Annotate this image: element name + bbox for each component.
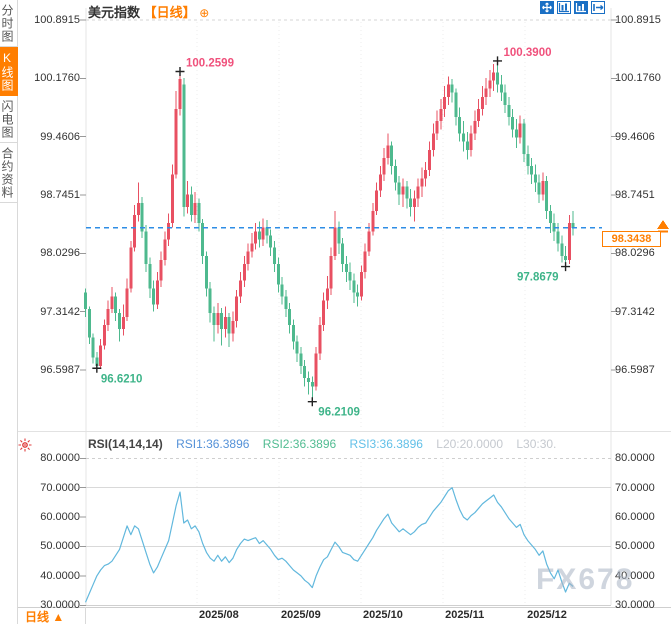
price-axis-label: 96.5987 (40, 364, 80, 377)
expand-indicator-icon[interactable]: ⊕ (199, 6, 210, 20)
rsi-name-label: RSI(14,14,14) (88, 437, 163, 451)
period-selector[interactable]: 日线 ▲ (25, 610, 65, 624)
extreme-cross-marker (493, 56, 503, 66)
rsi-l30-label: L30:30. (516, 437, 557, 451)
sidebar-item-contract-info[interactable]: 合约资料 (0, 143, 18, 203)
x-axis-label: 2025/09 (281, 609, 321, 621)
price-axis-label: 100.1760 (615, 72, 661, 85)
rsi-line (84, 487, 574, 603)
move-crosshair-icon[interactable] (540, 1, 554, 14)
extreme-cross-marker (92, 363, 102, 373)
x-axis-label: 2025/11 (445, 609, 485, 621)
rsi-l20-label: L20:20.0000 (436, 437, 503, 451)
scale-x-axis-icon[interactable] (557, 1, 571, 14)
bottom-divider (85, 607, 86, 624)
price-axis-label: 98.7451 (615, 189, 655, 202)
rsi-axis-label: 30.0000 (40, 599, 80, 612)
price-axis-label: 100.1760 (34, 72, 80, 85)
price-axis-label: 99.4606 (40, 130, 80, 143)
extreme-cross-marker (175, 67, 185, 77)
period-tag: 【日线】 (143, 5, 196, 20)
rsi-settings-icon[interactable] (18, 438, 32, 452)
rsi-axis-label: 50.0000 (40, 540, 80, 553)
rsi2-value-label: RSI2:36.3896 (262, 437, 337, 451)
pan-right-icon[interactable] (591, 1, 605, 14)
price-axis-label: 98.7451 (40, 189, 80, 202)
low-annotation: 96.6210 (101, 373, 143, 385)
low-annotation: 97.8679 (517, 272, 559, 284)
rsi-axis-label: 40.0000 (615, 569, 655, 582)
rsi-axis-label: 70.0000 (40, 481, 80, 494)
current-price-arrow-icon (657, 220, 669, 229)
sidebar-item-kline-chart[interactable]: K线图 (0, 47, 18, 96)
rsi3-value-label: RSI3:36.3896 (349, 437, 423, 451)
time-axis-bar (18, 607, 671, 624)
chart-type-sidebar: 分时图 K线图 闪电图 合约资料 (0, 0, 18, 624)
price-axis-label: 99.4606 (615, 130, 655, 143)
x-axis-label: 2025/12 (527, 609, 567, 621)
instrument-name: 美元指数 (88, 5, 141, 20)
current-price-badge: 98.3438 (602, 231, 661, 247)
rsi1-value-label: RSI1:36.3896 (176, 437, 250, 451)
price-axis-label: 100.8915 (615, 14, 661, 26)
price-axis-label: 97.3142 (615, 305, 655, 318)
scale-y-axis-icon[interactable] (574, 1, 588, 14)
price-axis-label: 100.8915 (34, 14, 80, 26)
rsi-axis-label: 70.0000 (615, 481, 655, 494)
low-annotation: 96.2109 (318, 407, 360, 419)
rsi-axis-label: 60.0000 (615, 511, 655, 524)
current-price-arrow-base (658, 230, 668, 233)
rsi-axis-label: 80.0000 (40, 452, 80, 465)
rsi-indicator-header: RSI(14,14,14) RSI1:36.3896 RSI2:36.3896 … (88, 437, 566, 451)
sidebar-item-lightning-chart[interactable]: 闪电图 (0, 96, 18, 143)
high-annotation: 100.2599 (186, 58, 234, 70)
rsi-axis-label: 80.0000 (615, 452, 655, 465)
rsi-axis-label: 60.0000 (40, 511, 80, 524)
price-axis-label: 96.5987 (615, 364, 655, 377)
x-axis-label: 2025/10 (363, 609, 403, 621)
price-axis-label: 98.0296 (615, 247, 655, 260)
chart-title: 美元指数 【日线】 ⊕ (88, 2, 209, 21)
price-axis-label: 97.3142 (40, 305, 80, 318)
high-annotation: 100.3900 (504, 47, 552, 59)
extreme-cross-marker (561, 262, 571, 272)
sidebar-item-timeshare-chart[interactable]: 分时图 (0, 0, 18, 47)
price-axis-label: 98.0296 (40, 247, 80, 260)
rsi-axis-label: 50.0000 (615, 540, 655, 553)
panel-divider (18, 431, 671, 432)
extreme-cross-marker (307, 397, 317, 407)
rsi-axis-label: 30.0000 (615, 599, 655, 612)
x-axis-label: 2025/08 (199, 609, 239, 621)
rsi-axis-label: 40.0000 (40, 569, 80, 582)
candlestick-series (84, 60, 575, 402)
